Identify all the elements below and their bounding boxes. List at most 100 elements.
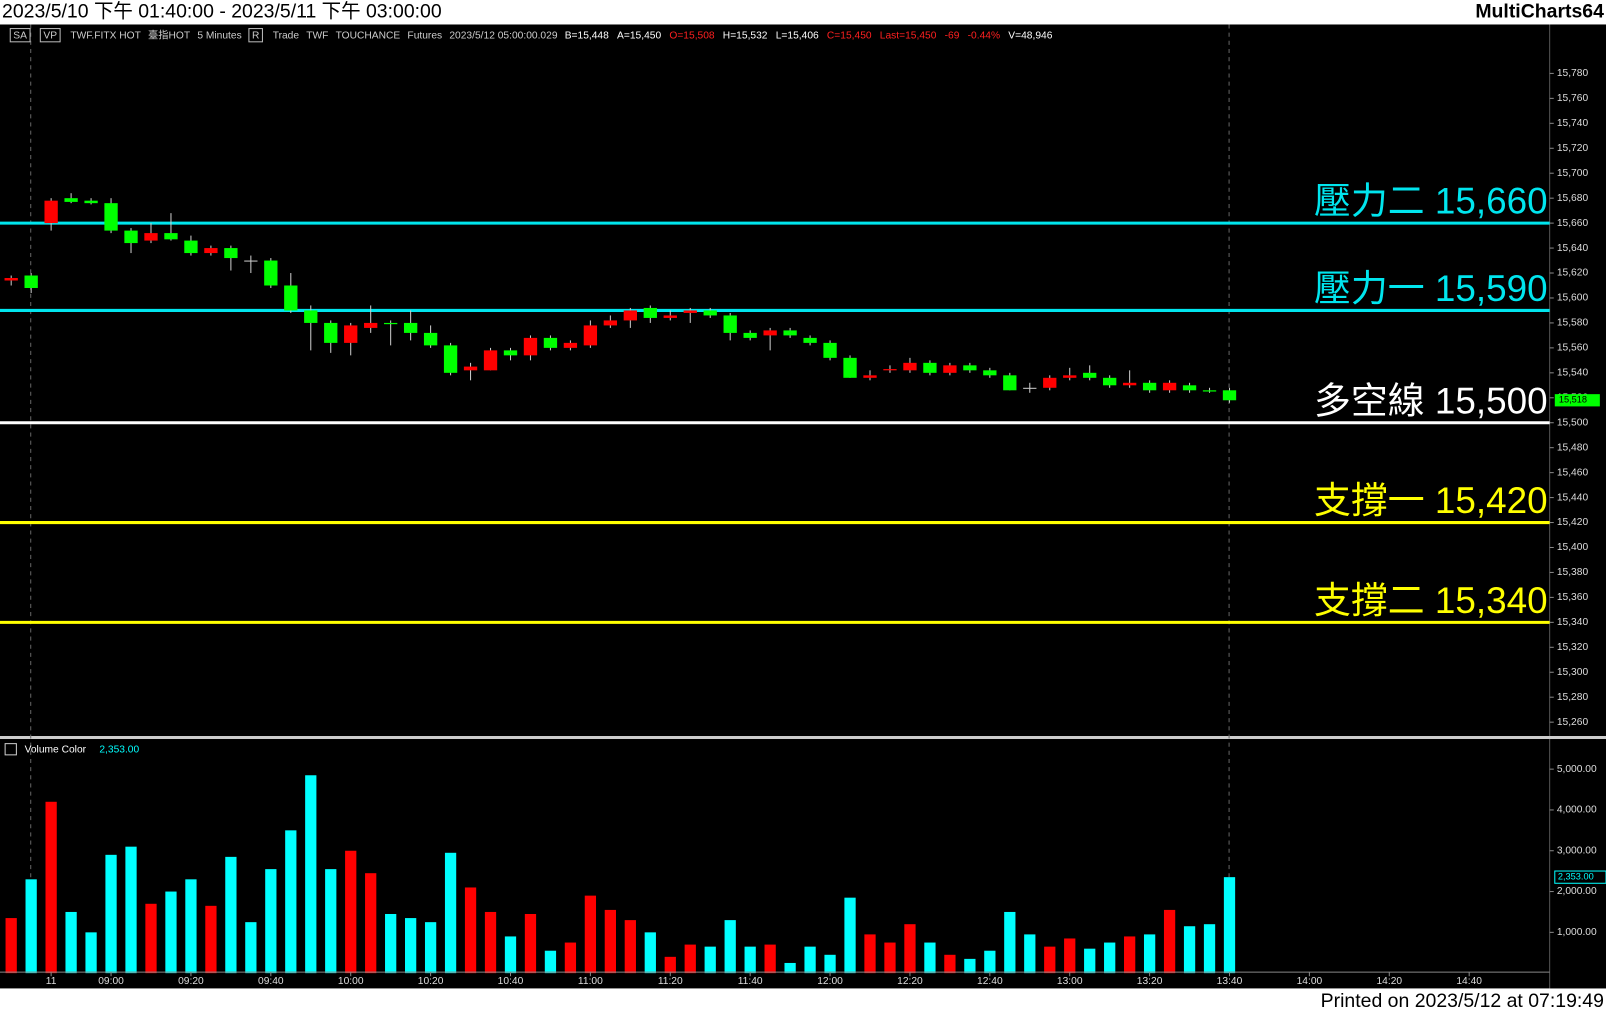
last-price-label: 15,518 <box>1559 395 1587 405</box>
toolbar-item: Trade <box>273 30 300 41</box>
volume-bar <box>325 869 337 974</box>
volume-bar <box>764 944 776 974</box>
volume-bar <box>45 801 57 974</box>
volume-bar <box>105 854 117 974</box>
volume-bar <box>784 962 796 974</box>
volume-tag <box>1554 870 1606 884</box>
candle-body <box>803 337 817 343</box>
chart-area <box>0 24 1606 989</box>
volume-bar <box>365 873 377 974</box>
y-tick-label: 15,380 <box>1557 567 1589 578</box>
volume-bar <box>444 852 457 974</box>
candle-body <box>643 307 657 318</box>
volume-bar <box>524 913 537 974</box>
volume-bar <box>85 932 97 974</box>
candle-body <box>1142 382 1157 391</box>
candle-body <box>703 310 717 316</box>
candle-body <box>4 278 18 281</box>
quote: B=15,448 <box>565 30 609 41</box>
level-label: 壓力一 15,590 <box>1314 268 1548 309</box>
volume-bar <box>245 922 257 974</box>
level-name: 多空線 <box>1314 380 1425 421</box>
candle-body <box>224 248 238 259</box>
candle-body <box>164 233 178 240</box>
y-tick-label: 15,360 <box>1557 592 1589 603</box>
candle-body <box>44 200 58 224</box>
volume-bar <box>864 934 876 974</box>
x-tick-label: 14:40 <box>1456 976 1482 987</box>
last-price-tag <box>1554 394 1600 407</box>
x-tick-label: 09:20 <box>178 976 204 987</box>
candle-body <box>743 332 757 338</box>
y-tick-label: 15,340 <box>1557 617 1589 628</box>
candle-body <box>663 315 677 318</box>
y-tick-label: 15,300 <box>1557 667 1589 678</box>
candle-body <box>1103 377 1117 386</box>
y-tick-label: 15,680 <box>1557 193 1589 204</box>
candle-body <box>1043 377 1057 388</box>
volume-bar <box>25 879 37 974</box>
candle-body <box>24 275 38 288</box>
button-frame[interactable] <box>9 28 31 43</box>
candle-body <box>503 350 518 356</box>
x-tick-label: 12:00 <box>817 976 843 987</box>
y-tick-label: 15,440 <box>1557 492 1589 503</box>
volume-bar <box>924 942 936 974</box>
candle-body <box>264 260 278 286</box>
volume-bar <box>145 903 157 974</box>
candle-body <box>104 203 118 231</box>
candle-body <box>923 362 937 373</box>
footer-bar <box>0 988 1606 1016</box>
candle-body <box>1222 390 1237 401</box>
level-label: 支撐二 15,340 <box>1314 580 1548 621</box>
candle-body <box>403 322 418 333</box>
candle-body <box>1083 372 1097 378</box>
volume-bar <box>225 856 237 974</box>
candle-body <box>943 365 957 373</box>
close-box[interactable] <box>4 743 17 756</box>
y-tick-label: 15,780 <box>1557 68 1589 79</box>
candle-body <box>443 345 458 373</box>
volume-bar <box>165 891 177 974</box>
x-tick-label: 12:20 <box>897 976 923 987</box>
level-label: 支撐一 15,420 <box>1314 480 1548 521</box>
candle-body <box>204 248 218 254</box>
candle-body <box>304 310 318 323</box>
level-name: 支撐一 <box>1314 480 1425 521</box>
volume-bar <box>185 879 197 974</box>
candle-body <box>1023 387 1037 389</box>
x-tick-label: 13:40 <box>1217 976 1243 987</box>
volume-bar <box>884 942 896 974</box>
volume-bar <box>345 850 357 974</box>
price-axis <box>1549 24 1606 989</box>
quote: V=48,946 <box>1008 30 1052 41</box>
button-frame[interactable] <box>39 28 61 43</box>
level-name: 壓力二 <box>1314 181 1425 222</box>
x-tick-label: 10:00 <box>338 976 364 987</box>
volume-bar <box>1004 911 1016 974</box>
toolbar-item: 臺指HOT <box>148 28 190 41</box>
candle-body <box>903 362 917 371</box>
volume-bar <box>564 942 577 974</box>
candle-body <box>883 369 897 371</box>
candle-body <box>64 198 78 202</box>
candle-body <box>683 310 697 313</box>
volume-bar <box>584 895 597 974</box>
volume-bar <box>1064 938 1076 974</box>
volume-bar <box>904 924 916 974</box>
volume-title: Volume Color <box>25 744 87 755</box>
volume-bar <box>1163 909 1176 974</box>
x-tick-label: 12:40 <box>977 976 1003 987</box>
x-tick-label: 14:20 <box>1376 976 1402 987</box>
quote: -0.44% <box>968 30 1000 41</box>
x-tick-label: 14:00 <box>1297 976 1323 987</box>
y-tick-label: 15,460 <box>1557 467 1589 478</box>
y-tick-label: 15,400 <box>1557 542 1589 553</box>
candle-body <box>284 285 298 311</box>
x-tick-label: 13:00 <box>1057 976 1083 987</box>
quote: L=15,406 <box>776 30 819 41</box>
volume-bar <box>624 920 636 974</box>
button-frame[interactable] <box>248 28 263 43</box>
volume-bar <box>944 954 956 974</box>
